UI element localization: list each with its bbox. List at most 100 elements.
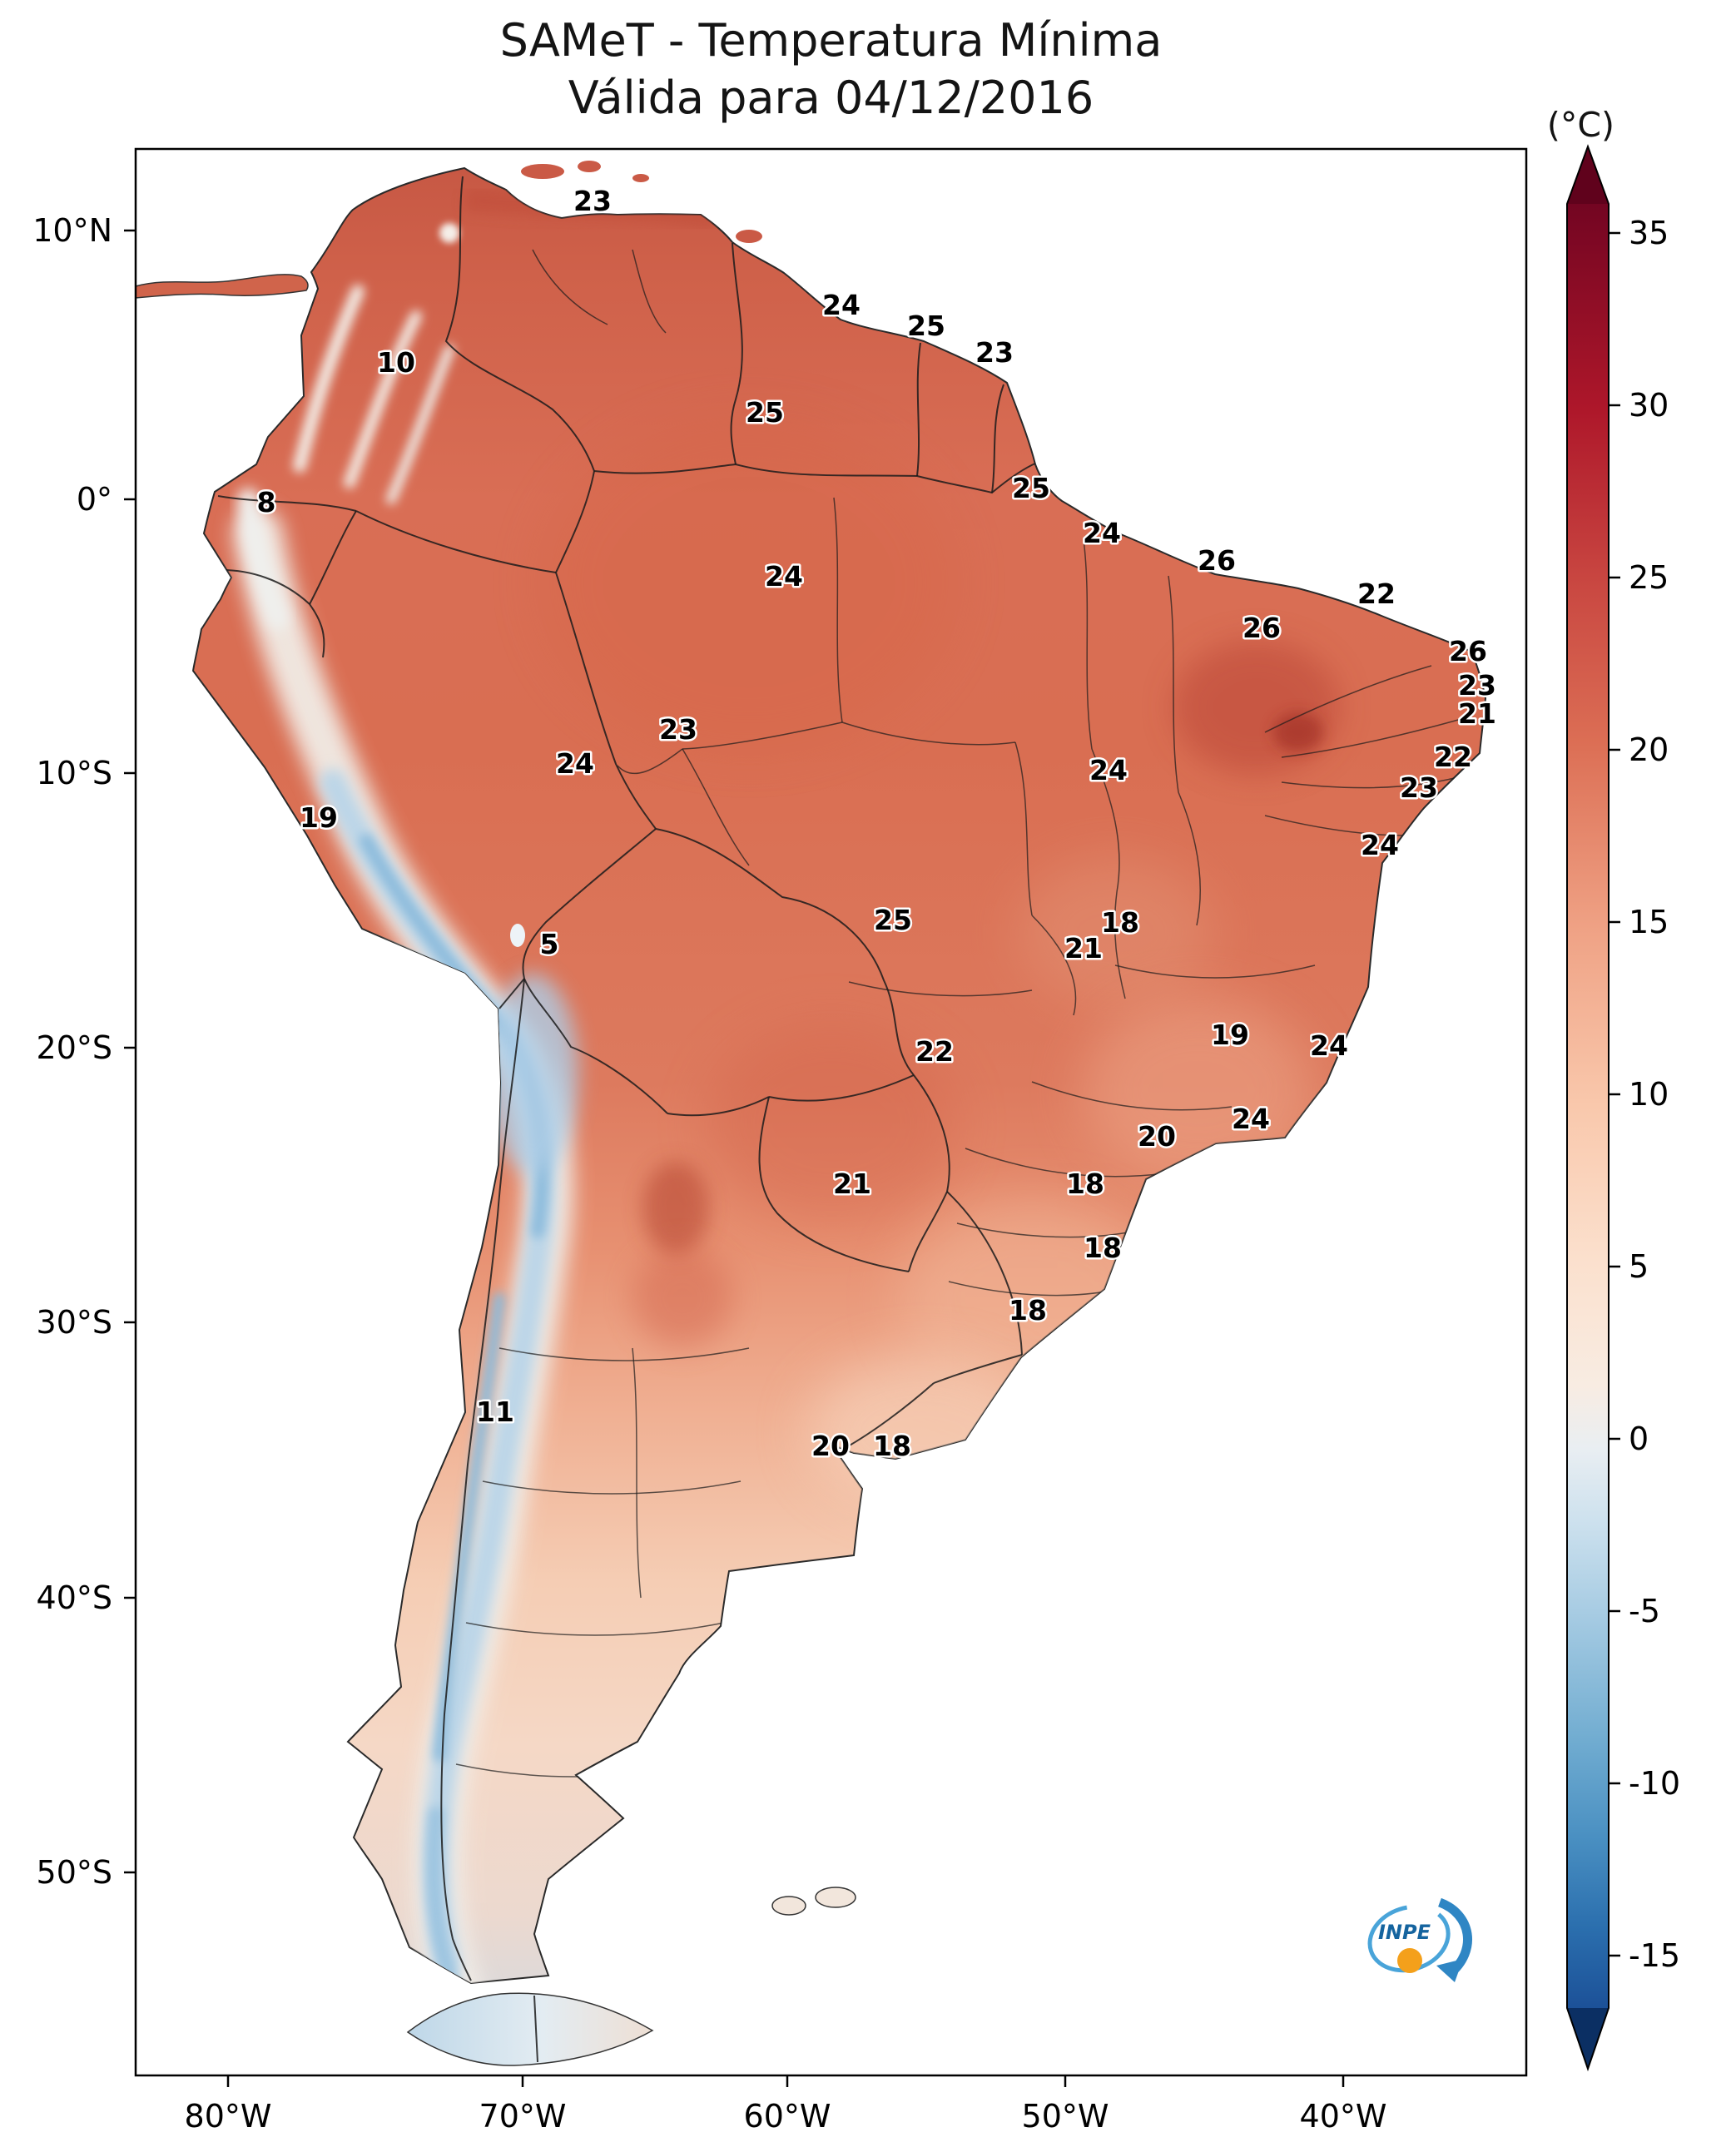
temperature-label: 24 <box>765 560 803 593</box>
political-borders <box>204 176 1038 1981</box>
x-tick-label: 50°W <box>1022 2098 1109 2135</box>
temperature-label: 24 <box>556 747 594 780</box>
state-borders <box>455 249 1474 1778</box>
hot-spot-ne-brazil <box>1273 712 1323 752</box>
plot-frame <box>134 147 1528 2077</box>
axis-ticks: 80°W 70°W 60°W 50°W 40°W 10°N 0° 10°S 20°S 30°S 40… <box>32 212 1386 2135</box>
y-tick-label: 20°S <box>37 1029 112 1066</box>
colorbar-ticks: 35 30 25 20 15 10 5 0 -5 -10 -15 <box>1609 215 1680 1974</box>
y-tick-label: 30°S <box>37 1304 112 1341</box>
warm-blob-paraguay <box>707 1024 957 1223</box>
colorbar-tick-label: -5 <box>1629 1593 1660 1629</box>
temperature-label: 8 <box>257 486 276 518</box>
colorbar-tick-label: 30 <box>1629 387 1669 424</box>
panama-landmass <box>135 274 309 299</box>
santa-marta-cold-spot <box>439 223 459 243</box>
colorbar-tick-label: 20 <box>1629 731 1669 768</box>
y-tick-label: 50°S <box>37 1854 112 1891</box>
x-tick-label: 40°W <box>1300 2098 1387 2135</box>
island-caribbean-3 <box>632 174 649 182</box>
colorbar-unit-label: (°C) <box>1546 105 1614 145</box>
inpe-arrowhead-icon <box>1436 1959 1463 1982</box>
chart-title: SAMeT - Temperatura Mínima Válida para 0… <box>136 12 1526 126</box>
temperature-label: 20 <box>1138 1120 1176 1153</box>
y-tick-label: 10°S <box>37 755 112 791</box>
temperature-label: 21 <box>833 1168 871 1200</box>
temperature-label: 23 <box>1458 669 1496 702</box>
temperature-label: 11 <box>476 1396 514 1428</box>
colorbar-tick-label: 10 <box>1629 1076 1669 1113</box>
islands <box>406 161 856 2066</box>
x-tick-label: 70°W <box>479 2098 567 2135</box>
temperature-label: 18 <box>1084 1232 1122 1264</box>
temperature-label: 18 <box>1066 1168 1104 1200</box>
island-trinidad <box>736 230 762 243</box>
andes-cold-core-south <box>426 1807 489 1983</box>
warm-blob-cordoba <box>632 1248 732 1348</box>
temperature-label: 24 <box>1089 754 1128 786</box>
island-falkland-west <box>771 1896 806 1916</box>
colombia-ridge-east <box>386 345 454 504</box>
temperature-label: 26 <box>1449 635 1487 667</box>
x-tick-label: 80°W <box>185 2098 272 2135</box>
temperature-label: 22 <box>1434 741 1472 773</box>
temperature-label: 20 <box>811 1430 850 1462</box>
temperature-field-overlays <box>204 176 1474 1983</box>
temperature-label: 19 <box>1211 1019 1249 1051</box>
inpe-logo-text: INPE <box>1378 1921 1431 1944</box>
temperature-label: 24 <box>1232 1103 1270 1135</box>
colorbar-tick-label: 0 <box>1629 1421 1649 1457</box>
chart-title-line2: Válida para 04/12/2016 <box>568 72 1094 125</box>
colorbar-body <box>1567 204 1609 2008</box>
temperature-label: 18 <box>873 1430 911 1462</box>
x-tick-label: 60°W <box>744 2098 831 2135</box>
temperature-label: 24 <box>1083 517 1121 549</box>
temperature-label: 25 <box>907 310 945 342</box>
colorbar-outline <box>1566 144 1610 2072</box>
ecuador-cold-band <box>237 488 289 630</box>
island-caribbean-1 <box>521 164 564 179</box>
y-tick-label: 0° <box>77 481 112 518</box>
colorbar: 35 30 25 20 15 10 5 0 -5 -10 -15 <box>1566 144 1680 2072</box>
tdf-border <box>533 1995 538 2063</box>
colorbar-tick-label: 25 <box>1629 559 1669 596</box>
temperature-label: 23 <box>659 713 697 746</box>
colorbar-tick-label: -15 <box>1629 1937 1680 1974</box>
warm-blob-amazon <box>541 416 957 749</box>
island-caribbean-2 <box>578 161 601 172</box>
temperature-label: 10 <box>377 346 415 379</box>
colorbar-tick-label: 35 <box>1629 215 1669 251</box>
colorbar-tick-label: 5 <box>1629 1248 1649 1285</box>
colombia-ridge-central <box>344 310 422 488</box>
colorbar-top-arrow <box>1567 146 1609 204</box>
temperature-label: 25 <box>746 396 784 429</box>
temperature-label: 5 <box>540 928 559 960</box>
island-falkland-east <box>815 1887 856 1908</box>
temperature-label: 24 <box>1310 1029 1348 1062</box>
temperature-label: 25 <box>874 904 912 936</box>
temperature-label: 26 <box>1242 612 1281 644</box>
temperature-label: 18 <box>1101 906 1139 939</box>
temperature-label: 22 <box>915 1035 954 1068</box>
mild-blob-se-brazil <box>1082 999 1315 1182</box>
colombia-ridge-west <box>293 285 365 473</box>
inpe-orange-dot-icon <box>1397 1948 1422 1973</box>
colorbar-tick-label: -10 <box>1629 1765 1680 1802</box>
temperature-label: 26 <box>1198 544 1236 577</box>
chart-title-line1: SAMeT - Temperatura Mínima <box>499 14 1163 67</box>
hot-spot-n-argentina <box>642 1162 709 1255</box>
temperature-label: 25 <box>1012 472 1050 504</box>
temperature-label: 23 <box>1400 771 1438 804</box>
temperature-label: 23 <box>975 336 1014 369</box>
temperature-label: 21 <box>1458 697 1496 730</box>
warm-blob-ne-brazil <box>1173 641 1340 774</box>
island-tierra-del-fuego <box>406 1992 654 2066</box>
colorbar-tick-label: 15 <box>1629 904 1669 940</box>
temperature-label: 22 <box>1357 578 1396 610</box>
colorbar-bottom-arrow <box>1567 2008 1609 2069</box>
temperature-label: 21 <box>1064 932 1103 964</box>
temperature-label: 24 <box>822 289 861 321</box>
